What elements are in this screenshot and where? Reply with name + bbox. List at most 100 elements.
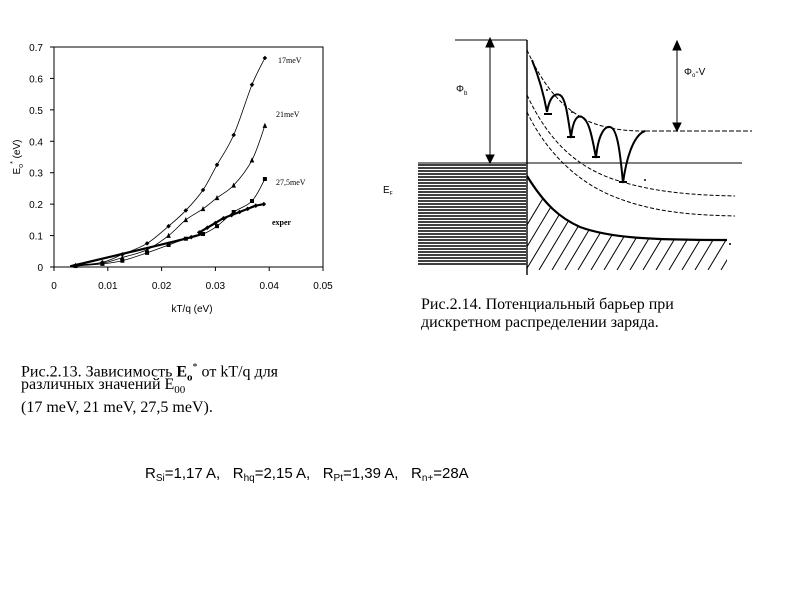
data-point [183, 208, 189, 213]
y-tick-label: 0.5 [29, 106, 43, 117]
fig14-caption-line1: Рис.2.14. Потенциальный барьер при [421, 296, 674, 313]
x-tick-label: 0 [51, 281, 57, 292]
data-point [196, 230, 202, 235]
y-axis-title-unit: (eV) [12, 140, 23, 162]
x-tick-label: 0.05 [313, 281, 333, 292]
phi-o-main: Φ [684, 67, 692, 78]
data-point [262, 122, 268, 128]
series-label: 27,5meV [276, 178, 306, 187]
phi-o-suffix: -V [695, 67, 705, 78]
data-point [120, 258, 125, 263]
chart-ticks: 0 0.01 0.02 0.03 0.04 0.05 0 0.1 0.2 0.3 0.4 0.5 0.6… [29, 43, 333, 292]
data-point [166, 243, 171, 247]
phi-b-sub: b [464, 91, 468, 97]
barrier-envelope [526, 49, 646, 132]
data-point [249, 157, 255, 163]
y-tick-label: 0.6 [29, 74, 43, 85]
y-tick-label: 0.3 [29, 169, 43, 180]
fig13-caption-line2: различных значений E00 [21, 377, 185, 398]
y-tick-label: 0.2 [29, 200, 43, 211]
fig13-caption-line1: Рис.2.13. Зависимость Eo* от kT/q для [21, 360, 278, 385]
data-point [120, 254, 125, 260]
band-curve-1 [526, 94, 736, 197]
ef-label: EF [383, 185, 393, 197]
ef-main: E [383, 185, 390, 196]
series-line-0 [70, 57, 266, 267]
data-point [231, 182, 236, 188]
data-point [253, 203, 259, 209]
data-point [201, 232, 206, 236]
data-point [145, 250, 150, 255]
metal-hatch [418, 164, 526, 265]
y-axis-title-sup: * [10, 161, 17, 164]
data-point [205, 225, 210, 231]
data-point [229, 212, 234, 218]
series-label: exper [272, 218, 292, 227]
data-point [200, 187, 206, 193]
data-point [262, 177, 267, 181]
x-tick-label: 0.01 [98, 281, 118, 292]
series-label: 21meV [276, 110, 300, 119]
chart-labels: 17meV 21meV 27,5meV exper [272, 56, 306, 227]
data-point [200, 206, 206, 212]
data-point [249, 199, 254, 203]
data-point [249, 82, 255, 88]
data-point [166, 223, 171, 229]
fig13-l2-a: различных значений E [21, 376, 175, 393]
data-point [144, 246, 150, 253]
phi-o-label: Φo-V [684, 67, 706, 79]
fig13-l1-e: E [176, 363, 188, 381]
data-point [183, 217, 189, 223]
y-tick-label: 0 [37, 263, 43, 274]
phi-b-main: Φ [456, 84, 464, 95]
data-point [214, 195, 220, 201]
data-point [120, 252, 125, 257]
r-si: RSi=1,17 A, [145, 465, 221, 484]
data-point [237, 209, 242, 215]
y-axis-title: Eo* (eV) [10, 140, 25, 175]
conduction-band-edge [526, 175, 728, 242]
data-point [214, 162, 220, 168]
series-label: 17meV [278, 56, 302, 65]
data-point [231, 132, 236, 138]
data-point [188, 234, 194, 240]
y-tick-label: 0.1 [29, 232, 43, 243]
data-point [73, 264, 78, 269]
ef-sub: F [390, 191, 393, 197]
r-hq: Rhq=2,15 A, [232, 465, 311, 484]
semiconductor-hatch [527, 176, 727, 270]
x-tick-label: 0.02 [152, 281, 172, 292]
data-point [262, 55, 268, 61]
fig13-l1-b: от kT/q для [201, 363, 279, 381]
band-curve-2 [526, 111, 736, 217]
y-tick-label: 0.7 [29, 43, 43, 54]
y-axis-title-sub: o [18, 164, 25, 168]
data-point [215, 224, 220, 229]
fig13-l1-a: Рис.2.13. Зависимость [21, 363, 177, 381]
fig13-l1-e-sup: * [192, 362, 198, 373]
x-tick-label: 0.03 [206, 281, 226, 292]
chart-frame [53, 46, 324, 268]
fig13-caption-line3: (17 meV, 21 meV, 27,5 meV). [21, 399, 213, 416]
data-point [213, 220, 218, 226]
fig13-l1-e-sub: o [187, 371, 193, 384]
x-axis-title: kT/q (eV) [171, 304, 212, 315]
fig14-caption-line2: дискретном распределении заряда. [421, 314, 659, 331]
x-tick-label: 0.04 [259, 281, 279, 292]
data-point [183, 236, 188, 241]
phi-o-sub: o [692, 73, 696, 79]
data-point [144, 241, 150, 246]
radii-line: RSi=1,17 A, Rhq=2,15 A, RPt=1,39 A, Rn+=… [145, 465, 469, 484]
fig13-l2-sub: 00 [174, 384, 186, 396]
phi-b-label: Φb [456, 84, 468, 97]
data-point [166, 232, 171, 238]
data-point [100, 261, 105, 266]
r-n: Rn+=28A [410, 465, 469, 484]
data-point [245, 206, 250, 212]
data-point [221, 215, 226, 221]
plot-area [53, 46, 324, 268]
y-tick-label: 0.4 [29, 137, 43, 148]
series-line-1 [70, 125, 266, 267]
